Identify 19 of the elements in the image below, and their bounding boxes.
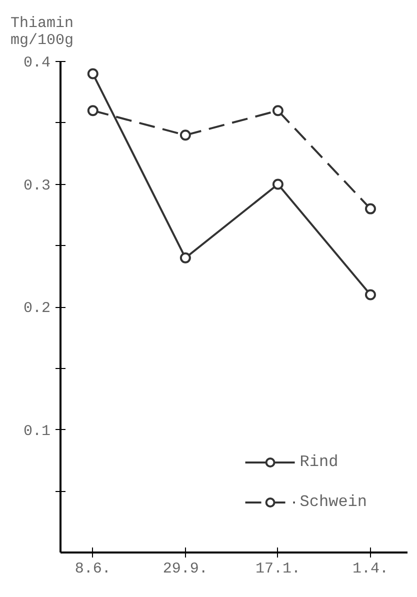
x-tick-label: 8.6. [74,560,111,578]
legend-label: Rind [300,453,338,471]
point [364,203,376,214]
legend-label: Schwein [300,493,367,511]
x-tick-label: 1.4. [352,560,388,578]
point [272,178,284,190]
point [364,289,376,300]
x-tick-label: 29.9. [162,560,208,578]
point [180,252,191,264]
y-tick-label: 0.1 [23,422,51,440]
y-axis-title: Thiamin mg/100g [10,15,74,49]
point [87,105,98,116]
y-tick-label: 0.4 [23,54,51,72]
y-tick-label: 0.2 [23,300,51,317]
x-tick-label: 17.1. [255,560,300,578]
y-tick-label: 0.3 [23,177,51,194]
point [87,68,98,80]
point [272,105,284,116]
point [180,130,191,141]
